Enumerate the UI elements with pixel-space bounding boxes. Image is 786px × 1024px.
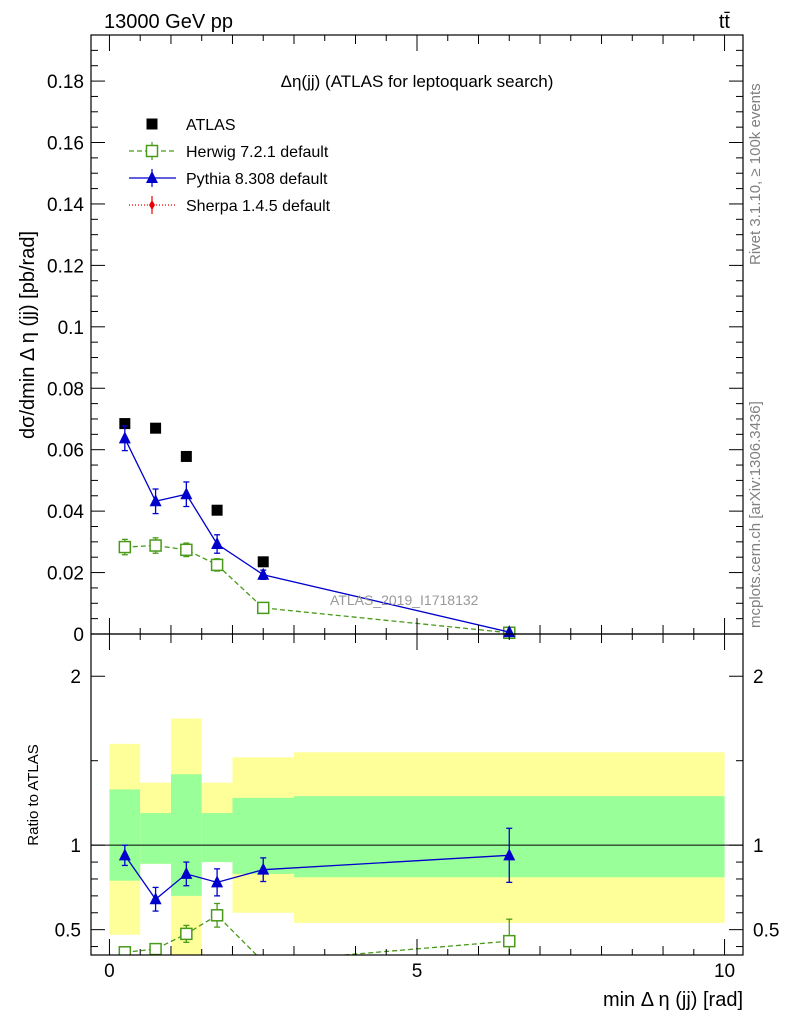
- pythia-point: [149, 892, 162, 905]
- energy-label: 13000 GeV pp: [104, 11, 233, 33]
- pythia-point: [118, 431, 131, 444]
- y-tick-label: 0.04: [47, 502, 84, 523]
- y-tick-label: 0: [73, 625, 84, 646]
- legend: ATLAS Herwig 7.2.1 default Pythia 8.308 de…: [129, 117, 331, 215]
- pythia-point: [257, 567, 270, 580]
- herwig-point: [503, 934, 516, 948]
- herwig-point: [118, 540, 132, 554]
- herwig-point: [256, 601, 270, 615]
- y-tick-label: 0.14: [47, 195, 84, 216]
- pythia-point: [149, 494, 162, 507]
- x-tick-label: 0: [104, 961, 115, 982]
- ratio-tick-label-left: 2: [70, 667, 81, 688]
- series-line-herwig: [124, 544, 510, 634]
- series-line-pythia: [124, 438, 510, 633]
- ratio-tick-label-left: 0.5: [55, 921, 81, 942]
- ratio-axes: 0 5 10 0.5 0.5 1 1 2 2: [55, 633, 779, 982]
- rivet-label: Rivet 3.1.10, ≥ 100k events: [747, 83, 764, 265]
- pythia-point: [211, 875, 224, 888]
- herwig-point: [145, 144, 159, 158]
- pythia-point: [257, 862, 270, 875]
- inner-band: [201, 813, 233, 863]
- ratio-line-pythia: [124, 854, 510, 901]
- y-tick-label: 0.1: [58, 318, 84, 339]
- herwig-point: [210, 558, 224, 572]
- herwig-point: [258, 956, 269, 967]
- x-tick-label: 5: [412, 961, 423, 982]
- herwig-point: [118, 946, 132, 955]
- y-tick-label: 0.18: [47, 72, 84, 93]
- y-tick-label: 0.12: [47, 256, 84, 277]
- pythia-point: [118, 848, 131, 861]
- herwig-point: [149, 942, 162, 955]
- data-point: [180, 450, 192, 462]
- pythia-point: [211, 536, 224, 549]
- ratio-tick-label-right: 1: [753, 836, 764, 857]
- main-y-axis-label: dσ/dmin Δ η (jj) [pb/rad]: [17, 231, 39, 439]
- ratio-series: [118, 827, 516, 967]
- main-series: [118, 418, 516, 640]
- main-axes: 0 0.02 0.04 0.06 0.08 0.1 0.12 0.14 0.16 0.18: [47, 34, 744, 646]
- herwig-point: [149, 539, 162, 552]
- data-point: [211, 504, 223, 516]
- y-tick-label: 0.08: [47, 379, 84, 400]
- pythia-point: [180, 866, 193, 879]
- chart-title: Δη(jj) (ATLAS for leptoquark search): [281, 72, 554, 91]
- legend-entry-label: Sherpa 1.4.5 default: [186, 198, 331, 215]
- ratio-tick-label-left: 1: [70, 836, 81, 857]
- pythia-point: [503, 848, 516, 861]
- legend-entry-label: Pythia 8.308 default: [186, 171, 328, 188]
- inner-band: [140, 813, 171, 864]
- inner-band: [109, 789, 141, 881]
- legend-entry-label: Herwig 7.2.1 default: [186, 144, 329, 161]
- pythia-point: [146, 171, 158, 183]
- data-point: [119, 418, 131, 430]
- herwig-point: [180, 543, 193, 557]
- mcplots-label: mcplots.cern.ch [arXiv:1306.3436]: [747, 401, 764, 628]
- data-point: [150, 422, 162, 434]
- x-tick-label: 10: [714, 961, 735, 982]
- y-tick-label: 0.02: [47, 564, 84, 585]
- y-tick-label: 0.16: [47, 134, 84, 155]
- ratio-bands: [91, 718, 743, 955]
- data-point: [146, 118, 158, 130]
- pythia-point: [180, 487, 193, 500]
- ratio-tick-label-right: 2: [753, 667, 764, 688]
- ratio-y-axis-label: Ratio to ATLAS: [25, 744, 42, 845]
- process-label: tt̄: [719, 11, 731, 33]
- ratio-tick-label-right: 0.5: [753, 921, 779, 942]
- sherpa-point: [149, 200, 155, 210]
- y-tick-label: 0.06: [47, 441, 84, 462]
- legend-entry-label: ATLAS: [186, 117, 236, 134]
- data-point: [257, 556, 269, 568]
- x-axis-label: min Δ η (jj) [rad]: [603, 989, 743, 1011]
- analysis-watermark: ATLAS_2019_I1718132: [330, 592, 479, 608]
- herwig-point: [210, 909, 224, 922]
- herwig-point: [180, 927, 193, 941]
